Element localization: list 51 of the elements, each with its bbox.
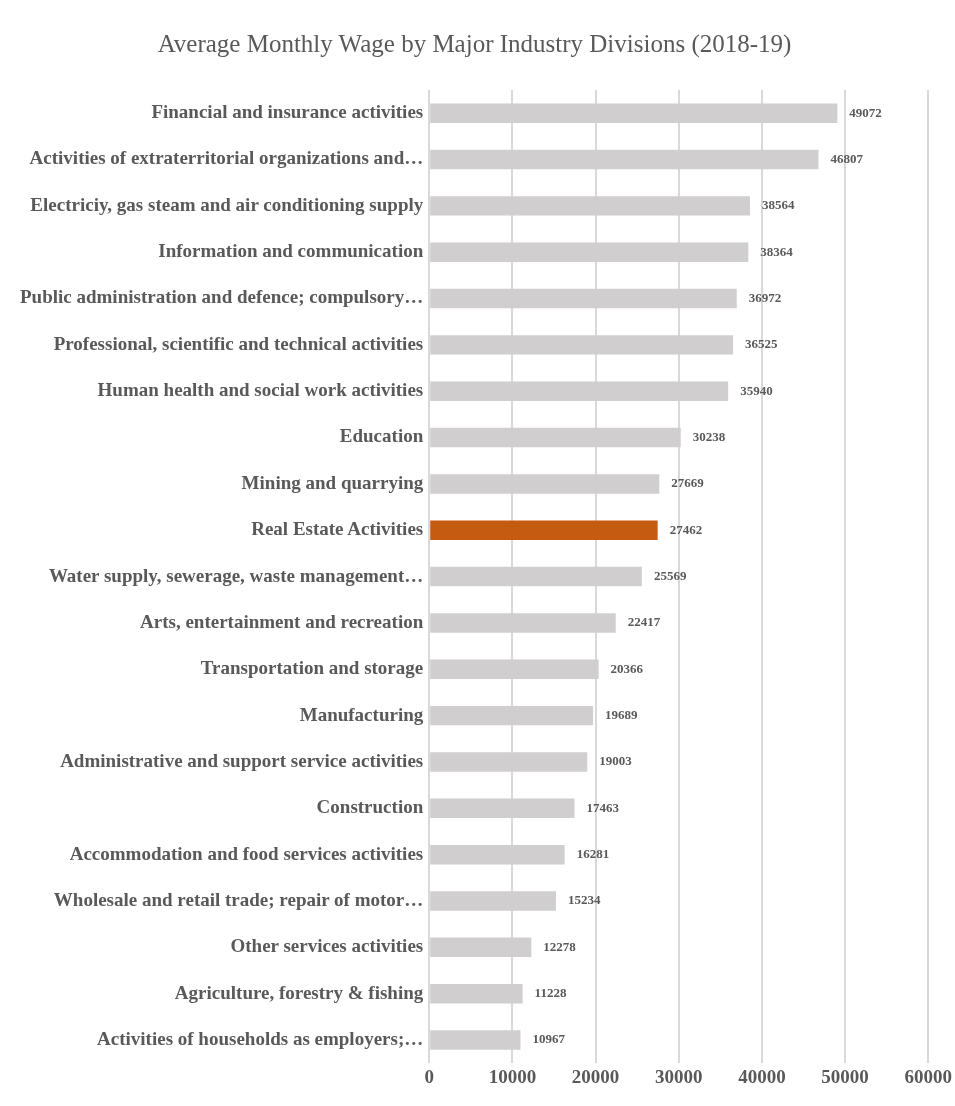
y-tick-label: Activities of households as employers;… xyxy=(97,1027,424,1049)
data-label: 27669 xyxy=(671,475,705,491)
x-tick-label: 10000 xyxy=(488,1065,537,1087)
data-label: 12278 xyxy=(543,938,577,954)
x-tick-label: 50000 xyxy=(821,1065,869,1087)
data-label: 19003 xyxy=(599,753,633,769)
data-label: 22417 xyxy=(627,614,661,630)
y-tick-label: Professional, scientific and technical activities xyxy=(53,332,424,354)
data-label: 10967 xyxy=(532,1031,566,1047)
chart-title: Average Monthly Wage by Major Industry Divisions (2018-19) xyxy=(157,29,792,58)
bar xyxy=(430,520,658,540)
y-tick-label: Activities of extraterritorial organizations and… xyxy=(29,147,424,169)
data-label: 20366 xyxy=(610,660,644,676)
data-label: 35940 xyxy=(740,382,773,398)
y-tick-label: Real Estate Activities xyxy=(251,518,424,540)
y-tick-label: Administrative and support service activities xyxy=(60,749,424,771)
x-tick-label: 60000 xyxy=(904,1065,952,1087)
data-label: 49072 xyxy=(849,104,882,120)
y-tick-label: Arts, entertainment and recreation xyxy=(140,610,424,632)
y-tick-label: Water supply, sewerage, waste management… xyxy=(48,564,424,586)
data-label: 38564 xyxy=(761,197,795,213)
y-tick-label: Public administration and defence; compulsory… xyxy=(20,286,424,308)
y-tick-label: Transportation and storage xyxy=(200,657,424,679)
data-label: 46807 xyxy=(830,150,864,166)
data-label: 19689 xyxy=(604,706,638,722)
y-tick-label: Other services activities xyxy=(230,935,424,957)
y-tick-label: Human health and social work activities xyxy=(97,379,424,401)
y-tick-label: Manufacturing xyxy=(299,703,424,725)
data-label: 17463 xyxy=(586,799,620,815)
data-label: 16281 xyxy=(576,846,610,862)
y-tick-label: Mining and quarrying xyxy=(241,471,424,493)
y-tick-label: Construction xyxy=(316,796,424,818)
x-tick-label: 40000 xyxy=(738,1065,786,1087)
y-tick-label: Electriciy, gas steam and air conditioning supply xyxy=(30,193,424,215)
x-tick-label: 0 xyxy=(424,1065,434,1087)
data-label: 38364 xyxy=(760,243,794,259)
data-label: 36525 xyxy=(745,336,779,352)
data-label: 36972 xyxy=(748,289,782,305)
data-label: 25569 xyxy=(653,567,687,583)
x-tick-label: 20000 xyxy=(571,1065,620,1087)
y-tick-label: Agriculture, forestry & fishing xyxy=(174,981,424,1003)
y-tick-label: Wholesale and retail trade; repair of motor… xyxy=(53,888,424,910)
x-tick-label: 30000 xyxy=(654,1065,703,1087)
data-label: 15234 xyxy=(567,892,601,908)
data-label: 11228 xyxy=(534,985,567,1001)
y-tick-label: Education xyxy=(339,425,424,447)
y-tick-label: Accommodation and food services activities xyxy=(69,842,424,864)
data-label: 30238 xyxy=(692,428,726,444)
y-tick-label: Information and communication xyxy=(158,240,424,262)
data-label: 27462 xyxy=(669,521,703,537)
y-tick-label: Financial and insurance activities xyxy=(151,101,424,123)
